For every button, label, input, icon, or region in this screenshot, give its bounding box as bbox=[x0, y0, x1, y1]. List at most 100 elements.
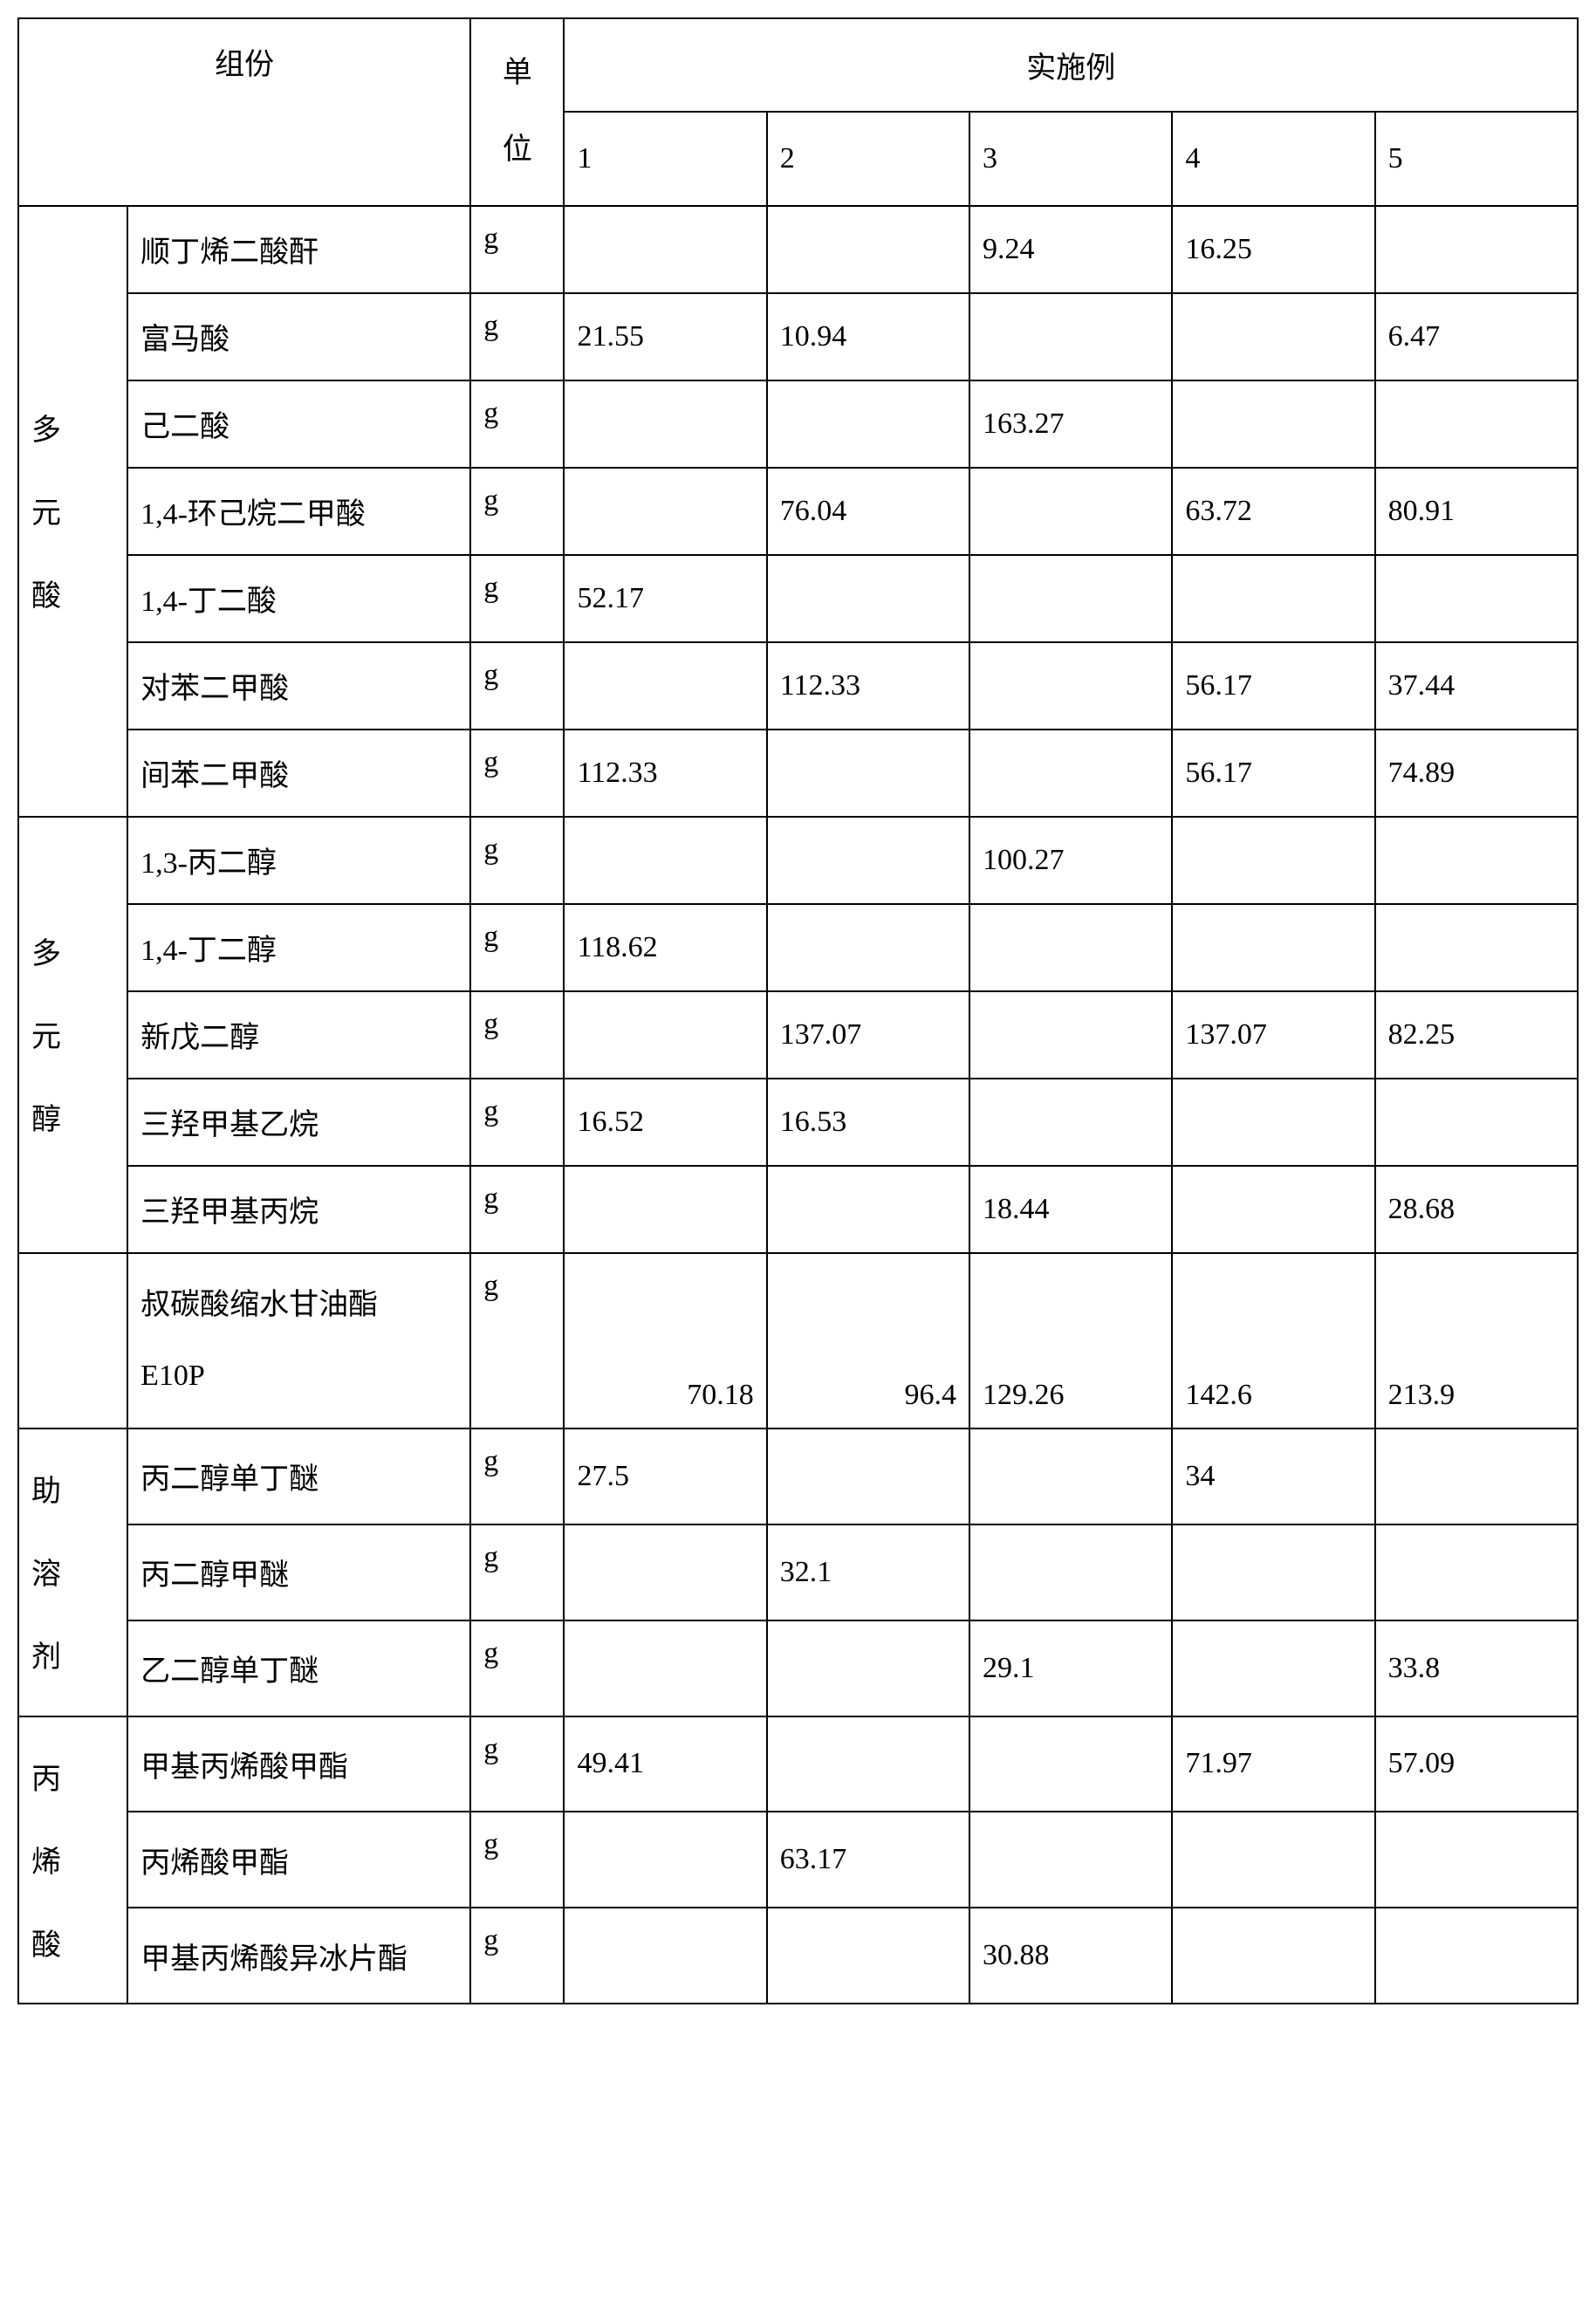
component-name: 1,4-丁二酸 bbox=[127, 555, 470, 642]
header-col-2: 2 bbox=[767, 112, 969, 205]
table-row: 多元醇 1,3-丙二醇 g 100.27 bbox=[18, 817, 1578, 904]
data-cell: 49.41 bbox=[564, 1716, 766, 1812]
component-name: 甲基丙烯酸异冰片酯 bbox=[127, 1908, 470, 2004]
data-cell: 57.09 bbox=[1375, 1716, 1578, 1812]
data-cell: 16.53 bbox=[767, 1079, 969, 1166]
table-row: 三羟甲基丙烷 g 18.44 28.68 bbox=[18, 1166, 1578, 1253]
data-cell bbox=[969, 293, 1172, 380]
data-cell: 16.25 bbox=[1172, 206, 1374, 293]
component-name: 对苯二甲酸 bbox=[127, 642, 470, 730]
data-cell: 142.6 bbox=[1172, 1253, 1374, 1428]
data-cell bbox=[1172, 380, 1374, 468]
data-cell bbox=[564, 1812, 766, 1908]
table-row: 丙二醇甲醚 g 32.1 bbox=[18, 1524, 1578, 1620]
data-cell bbox=[969, 555, 1172, 642]
unit-cell: g bbox=[470, 1253, 564, 1428]
data-cell bbox=[767, 817, 969, 904]
data-cell bbox=[767, 904, 969, 991]
header-col-5: 5 bbox=[1375, 112, 1578, 205]
data-cell bbox=[1172, 1908, 1374, 2004]
unit-cell: g bbox=[470, 1428, 564, 1524]
data-cell: 52.17 bbox=[564, 555, 766, 642]
data-cell: 96.4 bbox=[767, 1253, 969, 1428]
data-cell bbox=[1172, 1812, 1374, 1908]
data-cell: 37.44 bbox=[1375, 642, 1578, 730]
data-cell: 63.17 bbox=[767, 1812, 969, 1908]
data-cell: 18.44 bbox=[969, 1166, 1172, 1253]
data-cell bbox=[1375, 1524, 1578, 1620]
data-cell bbox=[767, 1716, 969, 1812]
data-cell bbox=[1375, 1812, 1578, 1908]
table-row: 丙烯酸甲酯 g 63.17 bbox=[18, 1812, 1578, 1908]
header-col-1: 1 bbox=[564, 112, 766, 205]
header-col-3: 3 bbox=[969, 112, 1172, 205]
component-name: 乙二醇单丁醚 bbox=[127, 1620, 470, 1716]
unit-cell: g bbox=[470, 1716, 564, 1812]
component-name: 富马酸 bbox=[127, 293, 470, 380]
component-name: 三羟甲基丙烷 bbox=[127, 1166, 470, 1253]
data-cell bbox=[1375, 555, 1578, 642]
data-cell bbox=[564, 380, 766, 468]
table-row: 乙二醇单丁醚 g 29.1 33.8 bbox=[18, 1620, 1578, 1716]
component-name: 叔碳酸缩水甘油酯 E10P bbox=[127, 1253, 470, 1428]
data-cell bbox=[564, 1166, 766, 1253]
component-name: 丙二醇甲醚 bbox=[127, 1524, 470, 1620]
data-cell: 100.27 bbox=[969, 817, 1172, 904]
data-cell bbox=[1172, 817, 1374, 904]
data-cell: 29.1 bbox=[969, 1620, 1172, 1716]
group-alcohol: 多元醇 bbox=[18, 817, 127, 1253]
data-cell bbox=[564, 642, 766, 730]
group-acrylic: 丙烯酸 bbox=[18, 1716, 127, 2004]
data-cell bbox=[564, 1524, 766, 1620]
data-cell bbox=[767, 1428, 969, 1524]
data-cell bbox=[767, 1908, 969, 2004]
unit-cell: g bbox=[470, 1812, 564, 1908]
data-cell bbox=[1172, 904, 1374, 991]
data-cell bbox=[1375, 380, 1578, 468]
data-cell bbox=[969, 1079, 1172, 1166]
data-cell bbox=[969, 1524, 1172, 1620]
unit-cell: g bbox=[470, 730, 564, 817]
data-cell: 32.1 bbox=[767, 1524, 969, 1620]
e10p-line1: 叔碳酸缩水甘油酯 bbox=[140, 1289, 378, 1321]
unit-cell: g bbox=[470, 468, 564, 555]
data-cell bbox=[1375, 817, 1578, 904]
data-cell: 27.5 bbox=[564, 1428, 766, 1524]
unit-cell: g bbox=[470, 642, 564, 730]
component-name: 丙烯酸甲酯 bbox=[127, 1812, 470, 1908]
data-cell bbox=[969, 1812, 1172, 1908]
data-cell: 137.07 bbox=[1172, 991, 1374, 1079]
component-name: 1,4-丁二醇 bbox=[127, 904, 470, 991]
data-cell: 82.25 bbox=[1375, 991, 1578, 1079]
unit-cell: g bbox=[470, 991, 564, 1079]
data-cell bbox=[564, 991, 766, 1079]
table-row: 甲基丙烯酸异冰片酯 g 30.88 bbox=[18, 1908, 1578, 2004]
unit-cell: g bbox=[470, 380, 564, 468]
data-cell: 70.18 bbox=[564, 1253, 766, 1428]
group-acid: 多元酸 bbox=[18, 206, 127, 817]
header-example: 实施例 bbox=[564, 18, 1578, 112]
data-cell bbox=[564, 817, 766, 904]
data-cell bbox=[1375, 206, 1578, 293]
data-cell bbox=[564, 206, 766, 293]
data-cell: 118.62 bbox=[564, 904, 766, 991]
data-cell: 129.26 bbox=[969, 1253, 1172, 1428]
group-cosolvent: 助溶剂 bbox=[18, 1428, 127, 1716]
data-cell: 30.88 bbox=[969, 1908, 1172, 2004]
data-cell bbox=[1375, 904, 1578, 991]
data-cell bbox=[767, 555, 969, 642]
data-cell: 21.55 bbox=[564, 293, 766, 380]
data-cell bbox=[767, 730, 969, 817]
data-cell bbox=[1375, 1428, 1578, 1524]
data-cell bbox=[1172, 1524, 1374, 1620]
data-cell: 80.91 bbox=[1375, 468, 1578, 555]
data-cell: 10.94 bbox=[767, 293, 969, 380]
data-cell bbox=[564, 468, 766, 555]
data-cell bbox=[969, 991, 1172, 1079]
data-cell bbox=[1172, 1620, 1374, 1716]
e10p-line2: E10P bbox=[140, 1360, 205, 1392]
component-name: 甲基丙烯酸甲酯 bbox=[127, 1716, 470, 1812]
table-row: 1,4-丁二醇 g 118.62 bbox=[18, 904, 1578, 991]
table-row: 间苯二甲酸 g 112.33 56.17 74.89 bbox=[18, 730, 1578, 817]
data-cell: 63.72 bbox=[1172, 468, 1374, 555]
